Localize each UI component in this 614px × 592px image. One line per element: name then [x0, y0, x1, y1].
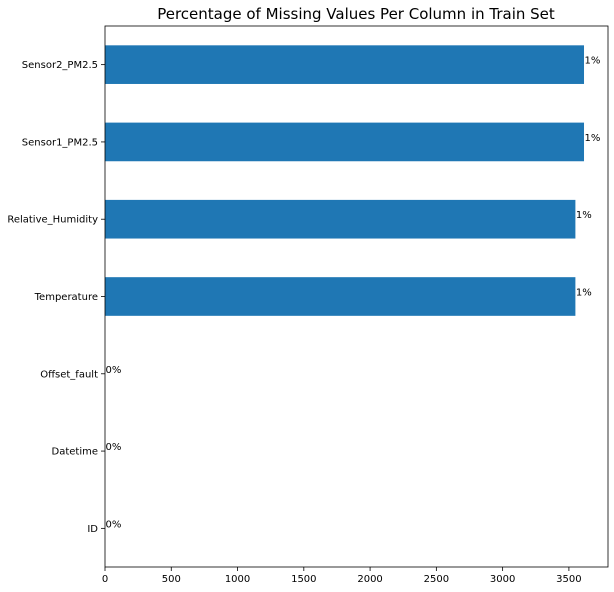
y-tick-label-temperature: Temperature: [34, 292, 98, 303]
axes-frame: [104, 25, 609, 568]
y-tick-label-sensor2-pm2-5: Sensor2_PM2.5: [22, 60, 98, 71]
y-tick-label-relative-humidity: Relative_Humidity: [7, 215, 98, 226]
y-tick-label-datetime: Datetime: [52, 447, 99, 458]
data-label-offset-fault: 0%: [106, 365, 122, 376]
x-tick-label-2000: 2000: [357, 574, 382, 585]
data-label-temperature: 1%: [576, 288, 592, 299]
data-label-id: 0%: [106, 519, 122, 530]
y-tick-label-sensor1-pm2-5: Sensor1_PM2.5: [22, 137, 98, 148]
bar-sensor1-pm2-5: [105, 122, 585, 162]
data-label-sensor2-pm2-5: 1%: [585, 56, 601, 67]
x-tick-label-500: 500: [162, 574, 181, 585]
y-tick-label-offset-fault: Offset_fault: [40, 369, 98, 380]
x-tick-label-0: 0: [102, 574, 108, 585]
data-label-relative-humidity: 1%: [576, 210, 592, 221]
bar-sensor2-pm2-5: [105, 45, 585, 84]
x-tick-label-1000: 1000: [225, 574, 250, 585]
x-tick-label-3500: 3500: [556, 574, 581, 585]
bar-relative-humidity: [105, 199, 576, 239]
y-tick-label-id: ID: [87, 524, 98, 535]
bar-temperature: [105, 277, 576, 316]
chart-title: Percentage of Missing Values Per Column …: [157, 5, 555, 23]
x-tick-label-2500: 2500: [424, 574, 449, 585]
plot-area: Sensor2_PM2.5 1% Sensor1_PM2.5 1% Relative_H…: [7, 25, 609, 585]
data-label-datetime: 0%: [106, 442, 122, 453]
x-tick-label-1500: 1500: [291, 574, 316, 585]
data-label-sensor1-pm2-5: 1%: [585, 133, 601, 144]
x-tick-label-3000: 3000: [490, 574, 515, 585]
